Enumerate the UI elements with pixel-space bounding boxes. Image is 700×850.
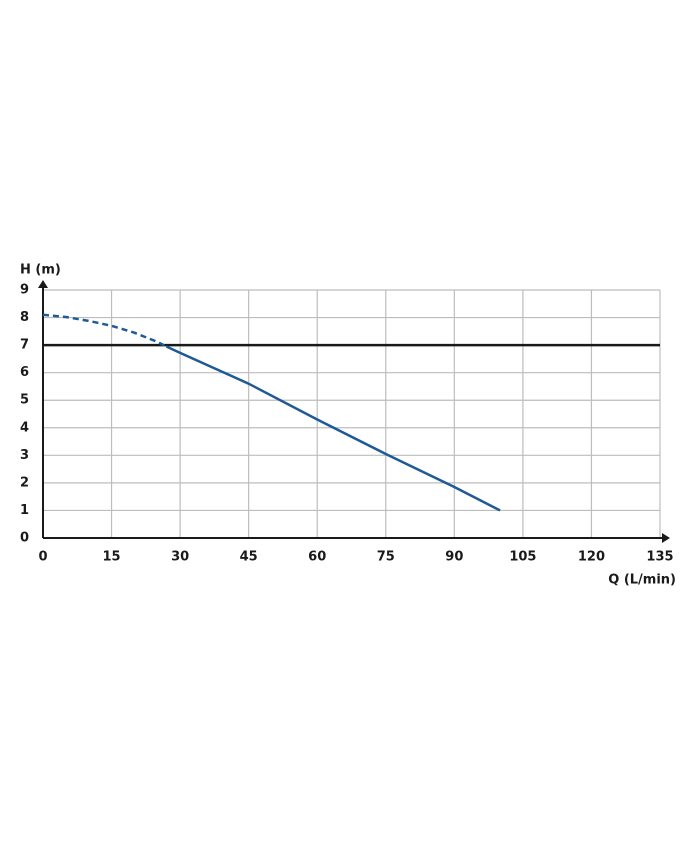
y-tick-label: 7: [20, 338, 29, 353]
y-tick-label: 1: [20, 503, 29, 518]
y-tick-label: 6: [20, 365, 29, 380]
y-tick-label: 9: [20, 283, 29, 298]
x-tick-label: 60: [308, 550, 326, 565]
y-tick-label: 2: [20, 475, 29, 490]
y-axis-arrow: [38, 280, 48, 288]
x-tick-label: 45: [240, 550, 258, 565]
curve: [165, 345, 501, 512]
x-tick-label: 75: [377, 550, 395, 565]
x-tick-label: 105: [509, 550, 536, 565]
x-axis-arrow: [662, 533, 670, 543]
curve: [42, 313, 167, 348]
y-tick-label: 0: [20, 531, 29, 546]
x-axis-label: Q (L/min): [608, 573, 676, 588]
y-tick-label: 3: [20, 448, 29, 463]
x-tick-label: 90: [445, 550, 463, 565]
x-tick-label: 15: [103, 550, 121, 565]
y-tick-label: 8: [20, 310, 29, 325]
x-tick-label: 0: [38, 550, 47, 565]
x-tick-label: 120: [578, 550, 605, 565]
x-tick-label: 135: [646, 550, 673, 565]
y-tick-label: 4: [20, 420, 29, 435]
y-axis-label: H (m): [20, 263, 61, 278]
x-tick-label: 30: [171, 550, 189, 565]
y-tick-label: 5: [20, 393, 29, 408]
